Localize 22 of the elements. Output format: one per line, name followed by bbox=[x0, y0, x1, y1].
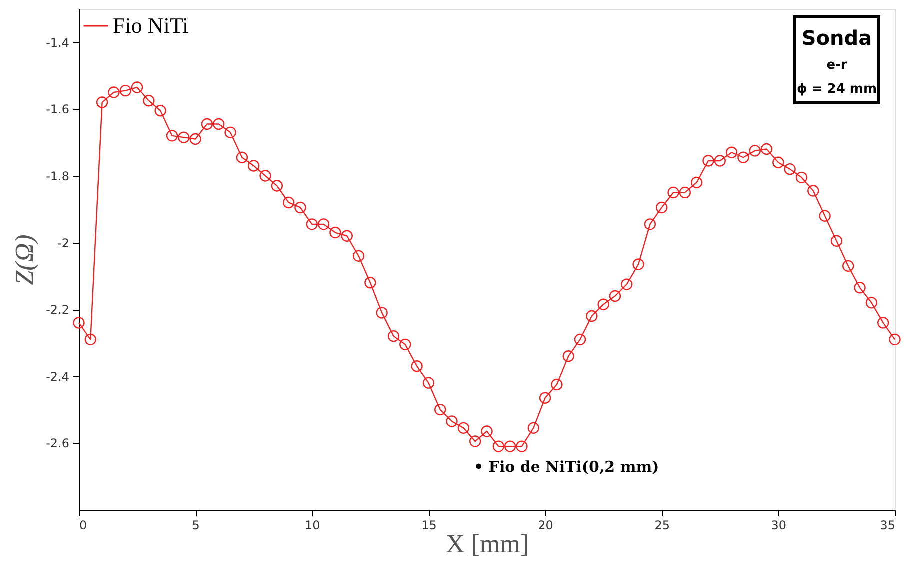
x-axis-title: X [mm] bbox=[446, 530, 530, 558]
annotation: e-r bbox=[826, 58, 848, 73]
y-axis-title: Z(Ω) bbox=[10, 234, 40, 286]
annotation: Sonda bbox=[802, 26, 872, 50]
annotation: ϕ = 24 mm bbox=[796, 82, 878, 97]
x-tick-label: 25 bbox=[654, 518, 670, 532]
x-tick-label: 10 bbox=[305, 518, 320, 532]
y-tick-label: -2 bbox=[58, 236, 70, 250]
y-tick-label: -2.6 bbox=[46, 436, 70, 451]
x-tick-label: 0 bbox=[80, 518, 88, 532]
y-tick-label: -1.8 bbox=[46, 170, 70, 184]
x-tick-label: 30 bbox=[771, 518, 787, 532]
y-tick-label: -1.6 bbox=[46, 102, 70, 117]
y-tick-label: -2.2 bbox=[46, 303, 70, 318]
x-tick-label: 5 bbox=[192, 518, 200, 532]
y-tick-label: -1.4 bbox=[46, 36, 70, 50]
legend-label: Fio NiTi bbox=[113, 13, 189, 38]
x-tick-label: 15 bbox=[422, 518, 437, 532]
x-tick-label: 20 bbox=[538, 518, 554, 532]
x-tick-label: 35 bbox=[880, 518, 896, 532]
annotation: • Fio de NiTi(0,2 mm) bbox=[474, 458, 660, 476]
y-tick-label: -2.4 bbox=[46, 370, 70, 384]
